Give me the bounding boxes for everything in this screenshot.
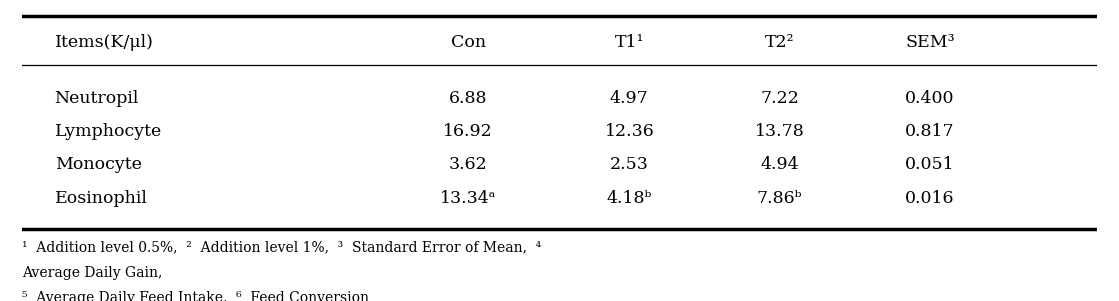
Text: SEM³: SEM³ bbox=[905, 34, 955, 51]
Text: 3.62: 3.62 bbox=[449, 157, 488, 173]
Text: Lymphocyte: Lymphocyte bbox=[55, 123, 162, 140]
Text: 2.53: 2.53 bbox=[610, 157, 649, 173]
Text: 0.051: 0.051 bbox=[905, 157, 955, 173]
Text: 7.22: 7.22 bbox=[760, 90, 799, 107]
Text: 4.97: 4.97 bbox=[610, 90, 649, 107]
Text: T2²: T2² bbox=[765, 34, 794, 51]
Text: 4.18ᵇ: 4.18ᵇ bbox=[606, 190, 652, 207]
Text: 13.78: 13.78 bbox=[755, 123, 805, 140]
Text: 6.88: 6.88 bbox=[449, 90, 488, 107]
Text: T1¹: T1¹ bbox=[614, 34, 645, 51]
Text: Monocyte: Monocyte bbox=[55, 157, 141, 173]
Text: Neutropil: Neutropil bbox=[55, 90, 139, 107]
Text: 4.94: 4.94 bbox=[761, 157, 799, 173]
Text: ⁵  Average Daily Feed Intake,  ⁶  Feed Conversion: ⁵ Average Daily Feed Intake, ⁶ Feed Conv… bbox=[22, 291, 369, 301]
Text: Con: Con bbox=[451, 34, 486, 51]
Text: 7.86ᵇ: 7.86ᵇ bbox=[756, 190, 802, 207]
Text: Items(K/μl): Items(K/μl) bbox=[55, 34, 153, 51]
Text: 0.817: 0.817 bbox=[905, 123, 955, 140]
Text: 16.92: 16.92 bbox=[443, 123, 493, 140]
Text: 0.016: 0.016 bbox=[905, 190, 955, 207]
Text: 12.36: 12.36 bbox=[604, 123, 655, 140]
Text: Eosinophil: Eosinophil bbox=[55, 190, 148, 207]
Text: 13.34ᵃ: 13.34ᵃ bbox=[440, 190, 497, 207]
Text: Average Daily Gain,: Average Daily Gain, bbox=[22, 266, 162, 280]
Text: 0.400: 0.400 bbox=[905, 90, 955, 107]
Text: ¹  Addition level 0.5%,  ²  Addition level 1%,  ³  Standard Error of Mean,  ⁴: ¹ Addition level 0.5%, ² Addition level … bbox=[22, 240, 542, 254]
